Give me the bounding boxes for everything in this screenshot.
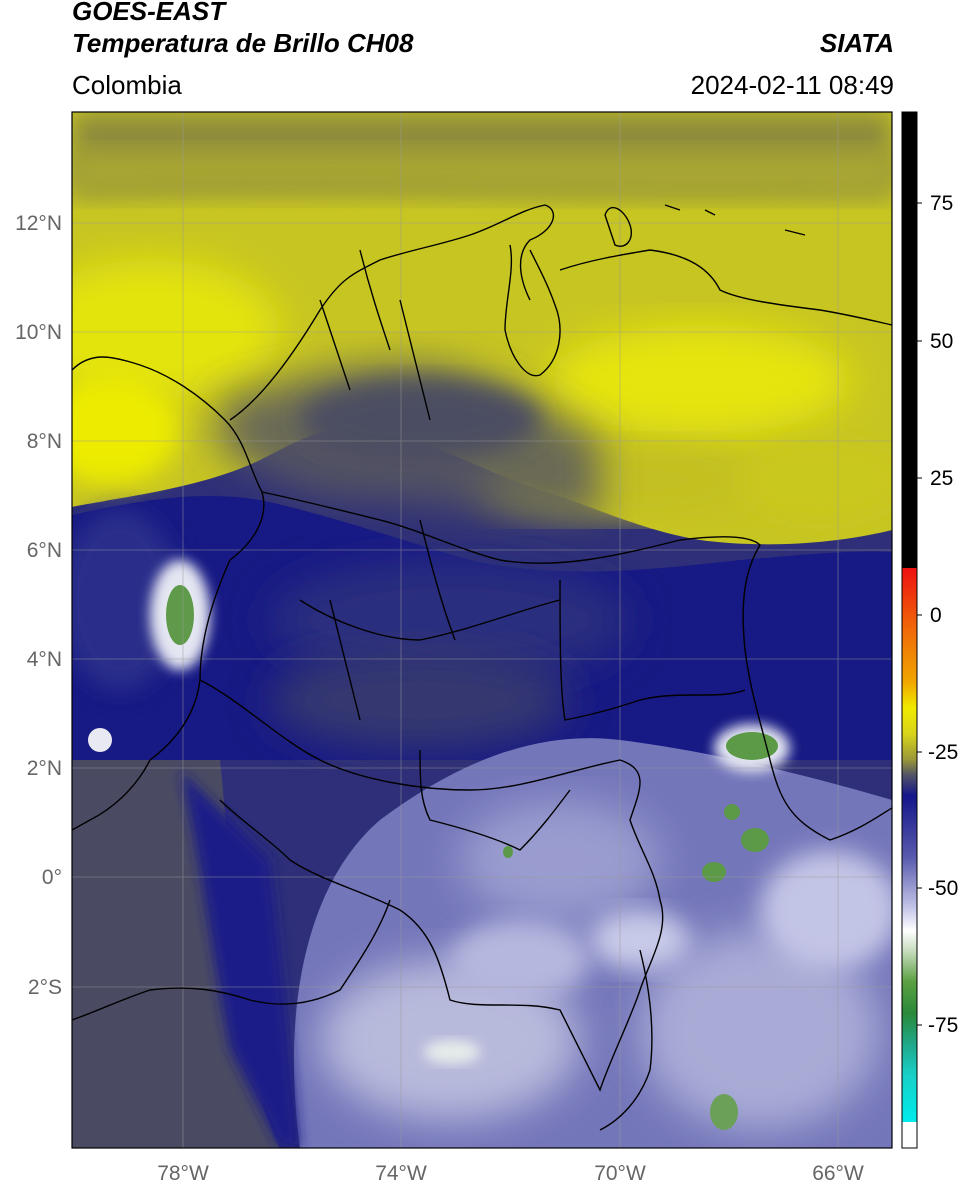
map-frame: [71, 111, 893, 1149]
satellite-title: GOES-EAST: [72, 0, 226, 26]
brightness-temperature-image: [72, 112, 892, 1148]
timestamp-label: 2024-02-11 08:49: [690, 70, 894, 100]
lat-tick-label: 2°N: [27, 757, 62, 780]
lat-tick-label: 2°S: [28, 976, 62, 999]
colorbar: 75 50 25 0 -25 -50 -75: [901, 111, 958, 1149]
colorbar-tick-label: 0: [930, 604, 942, 627]
colorbar-tick-label: -50: [928, 877, 958, 900]
graticule: [72, 112, 892, 1148]
longitude-axis: 78°W 74°W 70°W 66°W: [157, 1162, 864, 1185]
product-title: Temperatura de Brillo CH08: [72, 28, 414, 58]
lat-tick-label: 0°: [42, 866, 62, 889]
colorbar-tick-label: -75: [928, 1014, 958, 1037]
colorbar-tick-label: 50: [930, 330, 953, 353]
lon-tick-label: 78°W: [157, 1162, 209, 1185]
region-label: Colombia: [72, 70, 182, 100]
lon-tick-label: 70°W: [594, 1162, 646, 1185]
organization-label: SIATA: [819, 28, 894, 58]
lat-tick-label: 10°N: [15, 321, 62, 344]
colorbar-tick-label: 25: [930, 467, 953, 490]
lat-tick-label: 8°N: [27, 430, 62, 453]
latitude-axis: 12°N 10°N 8°N 6°N 4°N 2°N 0° 2°S: [15, 212, 62, 999]
lon-tick-label: 66°W: [812, 1162, 864, 1185]
lat-tick-label: 4°N: [27, 648, 62, 671]
colorbar-tick-label: 75: [930, 192, 953, 215]
lat-tick-label: 12°N: [15, 212, 62, 235]
lat-tick-label: 6°N: [27, 539, 62, 562]
colorbar-tick-label: -25: [928, 741, 958, 764]
lon-tick-label: 74°W: [375, 1162, 427, 1185]
colorbar-scale: [902, 112, 917, 1148]
country-borders: [72, 204, 892, 1131]
